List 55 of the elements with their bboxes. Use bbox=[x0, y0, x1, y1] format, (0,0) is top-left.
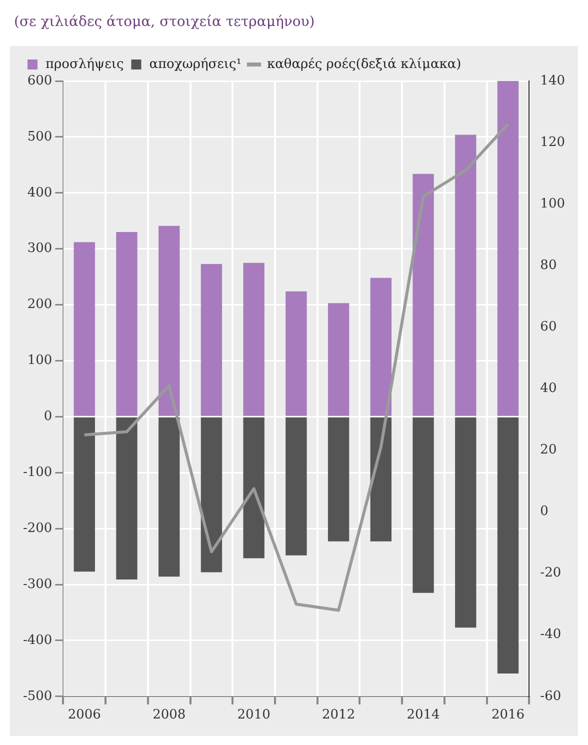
y-tick-label: -500 bbox=[22, 688, 52, 704]
bar bbox=[370, 278, 392, 416]
y2-tick-label: 20 bbox=[540, 442, 557, 458]
bar bbox=[370, 417, 392, 542]
bar bbox=[328, 303, 350, 416]
y-tick-label: 200 bbox=[27, 297, 52, 312]
y2-tick-label: 40 bbox=[540, 381, 557, 396]
y-tick-label: -200 bbox=[22, 520, 52, 536]
bar bbox=[286, 291, 307, 416]
bar bbox=[243, 417, 264, 558]
x-tick-label: 2012 bbox=[322, 708, 356, 723]
y-tick-label: 100 bbox=[27, 353, 52, 368]
x-tick-label: 2010 bbox=[237, 708, 270, 723]
bar bbox=[158, 417, 180, 577]
y2-tick-label: 120 bbox=[540, 134, 566, 150]
legend-label: προσλήψεις bbox=[46, 56, 124, 72]
chart-title: (σε χιλιάδες άτομα, στοιχεία τετραμήνου) bbox=[14, 14, 315, 30]
bar bbox=[412, 417, 434, 593]
x-tick-label: 2016 bbox=[491, 708, 525, 723]
x-tick-label: 2008 bbox=[152, 708, 186, 723]
y-tick-label: 400 bbox=[27, 185, 52, 200]
bar bbox=[116, 417, 138, 580]
x-tick-label: 2014 bbox=[406, 708, 440, 723]
bar bbox=[158, 226, 180, 416]
y2-tick-label: -20 bbox=[540, 566, 562, 581]
y-tick-label: 600 bbox=[27, 73, 52, 88]
y2-tick-label: -40 bbox=[540, 627, 562, 642]
y2-tick-label: 60 bbox=[540, 320, 557, 335]
bar bbox=[200, 264, 222, 416]
bar bbox=[455, 134, 476, 416]
legend-label: καθαρές ροές(δεξιά κλίμακα) bbox=[266, 56, 462, 72]
bar bbox=[412, 174, 434, 416]
y-tick-label: 0 bbox=[44, 409, 52, 424]
y-tick-label: -400 bbox=[22, 632, 52, 648]
y2-tick-label: 140 bbox=[540, 73, 566, 88]
y-tick-label: 500 bbox=[27, 129, 52, 144]
bar bbox=[455, 417, 476, 628]
y-tick-label: 300 bbox=[27, 241, 52, 256]
bar bbox=[74, 417, 95, 572]
bar bbox=[286, 417, 307, 556]
x-tick-label: 2006 bbox=[68, 708, 101, 723]
bar bbox=[74, 242, 95, 416]
bar bbox=[328, 417, 350, 542]
y2-tick-label: 0 bbox=[540, 504, 548, 520]
legend-label: αποχωρήσεις¹ bbox=[149, 56, 242, 72]
bar bbox=[243, 262, 264, 416]
y2-tick-label: 80 bbox=[540, 258, 557, 273]
y-tick-label: -300 bbox=[22, 576, 52, 592]
bar bbox=[200, 417, 222, 572]
y-tick-label: -100 bbox=[22, 464, 52, 480]
bar bbox=[497, 417, 519, 674]
y2-tick-label: 100 bbox=[540, 196, 566, 212]
y2-tick-label: -60 bbox=[540, 688, 562, 704]
bar bbox=[116, 232, 138, 416]
bar bbox=[497, 81, 519, 416]
